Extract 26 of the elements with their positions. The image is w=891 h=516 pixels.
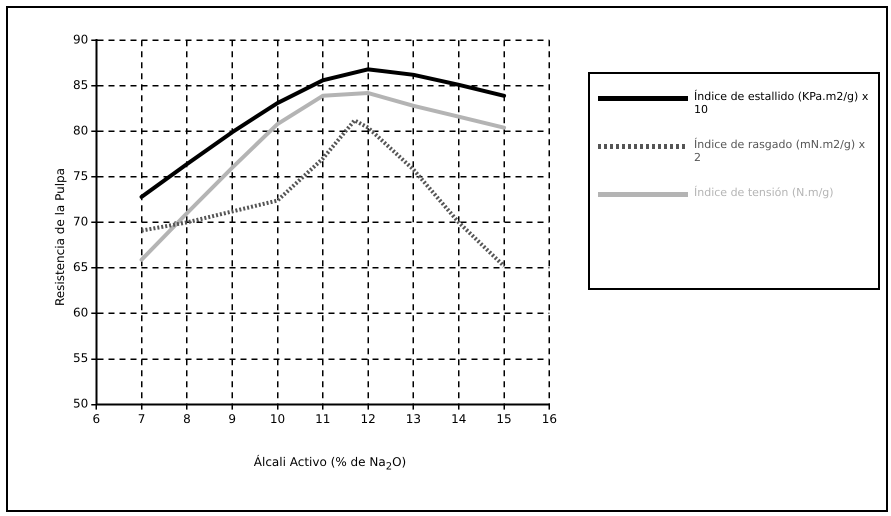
y-tick-label: 55 <box>72 351 88 366</box>
x-tick-label: 14 <box>451 412 466 426</box>
text: Índice de estallido (KPa.m2/g) x 10 <box>694 90 870 116</box>
x-tick-label: 9 <box>228 412 236 426</box>
y-tick-label: 85 <box>72 78 88 92</box>
x-axis-title: Álcali Activo (% de Na$_{2}$O) <box>252 455 408 472</box>
y-axis-title: Resistencia de la Pulpa <box>53 166 67 308</box>
y-tick-label: 50 <box>72 396 88 411</box>
y-tick-label: 70 <box>72 214 88 229</box>
x-tick-label: 15 <box>496 412 512 426</box>
x-tick-label: 7 <box>138 412 146 426</box>
x-tick-label: 10 <box>270 412 286 426</box>
x-tick-label: 12 <box>360 412 376 426</box>
text: Índice de rasgado (mN.m2/g) x 2 <box>694 138 866 164</box>
x-tick-label: 13 <box>406 412 422 426</box>
y-tick-label: 60 <box>72 306 88 320</box>
y-tick-label: 75 <box>72 168 88 183</box>
line-series <box>140 118 506 268</box>
text: Índice de tensión (N.m/g) <box>694 186 834 199</box>
x-tick-label: 8 <box>183 412 191 426</box>
y-tick-label: 65 <box>72 260 88 274</box>
y-tick-label: 80 <box>72 123 88 138</box>
x-tick-label: 11 <box>315 412 330 426</box>
y-tick-label: 90 <box>72 32 88 46</box>
x-tick-label: 16 <box>542 412 558 426</box>
x-tick-label: 6 <box>92 412 100 426</box>
